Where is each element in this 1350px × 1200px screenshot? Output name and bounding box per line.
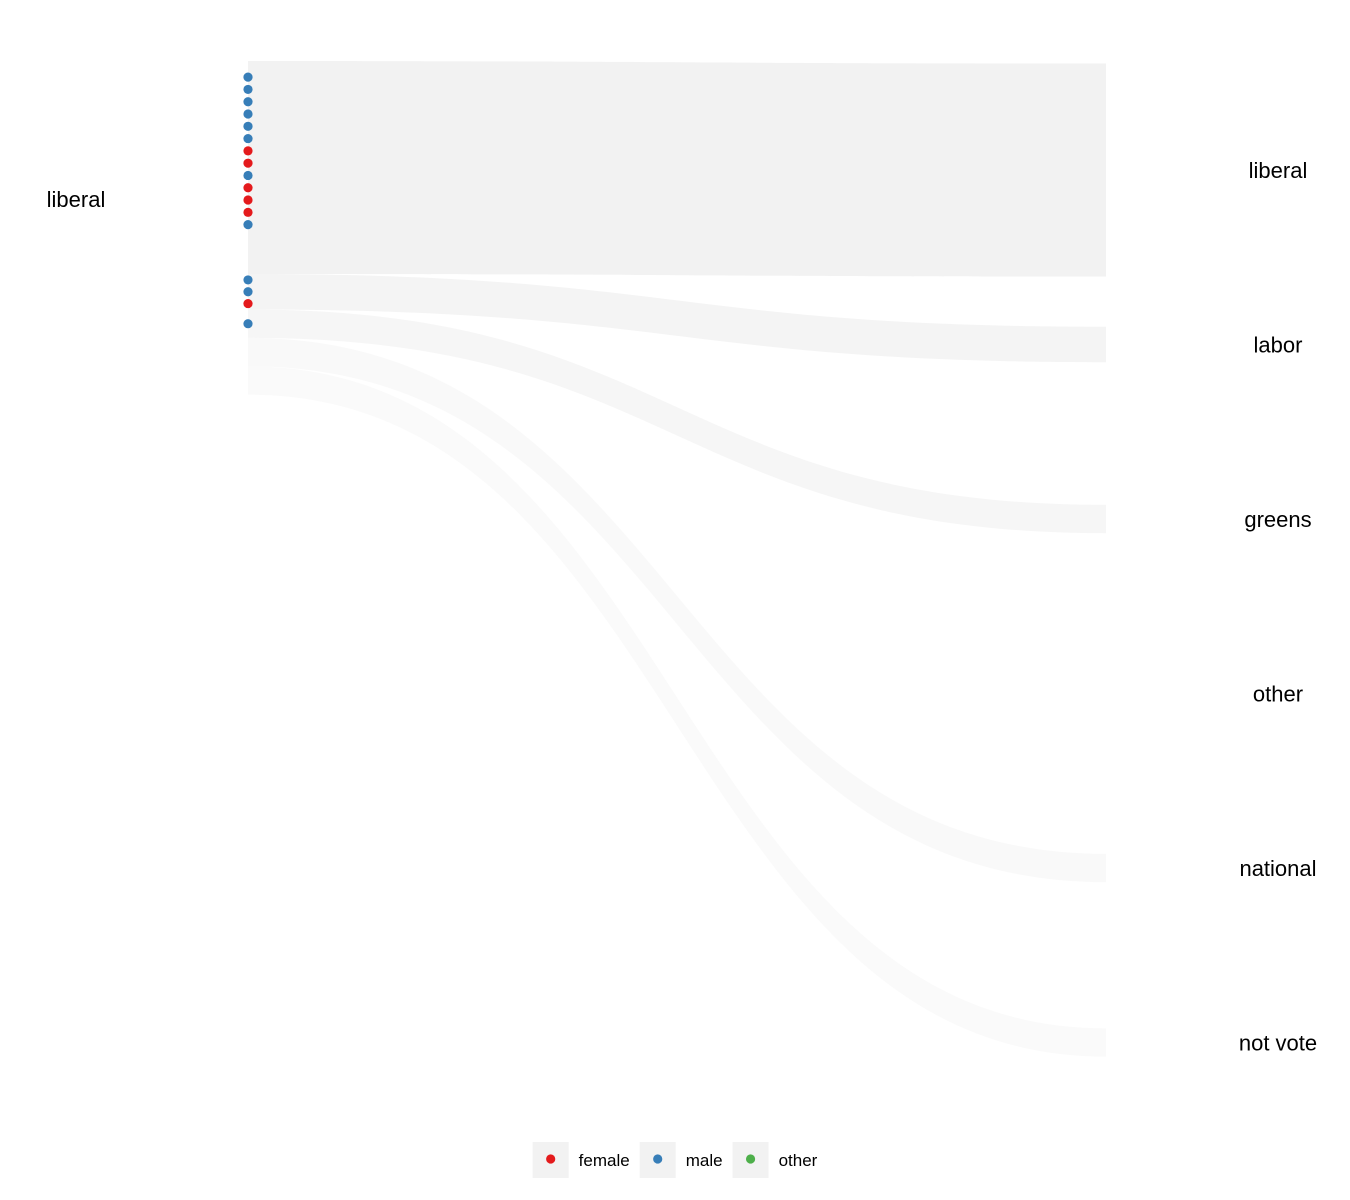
legend-item-other: other	[732, 1142, 818, 1178]
point-male	[243, 287, 253, 297]
flow-band-group	[248, 61, 1106, 1056]
target-label-other: other	[1253, 682, 1303, 707]
point-male	[243, 220, 253, 230]
point-female	[243, 195, 253, 205]
point-female	[243, 298, 253, 309]
point-female	[243, 146, 253, 156]
point-male	[243, 72, 253, 82]
legend: female male other	[532, 1142, 818, 1178]
flow-band-not-vote	[248, 366, 1106, 1056]
point-male	[243, 109, 253, 119]
target-label-greens: greens	[1244, 507, 1311, 532]
point-male	[243, 133, 253, 144]
legend-label-other: other	[779, 1151, 818, 1170]
point-male	[243, 97, 253, 107]
flow-band-liberal	[248, 61, 1106, 277]
point-male	[243, 170, 253, 181]
target-label-not-vote: not vote	[1239, 1031, 1317, 1056]
legend-label-male: male	[686, 1151, 723, 1170]
target-label-liberal: liberal	[1249, 158, 1308, 183]
point-male	[243, 319, 253, 329]
point-female	[243, 183, 253, 193]
point-group	[243, 72, 253, 329]
legend-item-female: female	[532, 1142, 630, 1178]
legend-item-male: male	[639, 1142, 723, 1178]
node-label-group: liberal liberal labor greens other national no…	[47, 158, 1317, 1056]
target-label-national: national	[1239, 856, 1316, 881]
point-male	[243, 121, 253, 131]
point-female	[243, 207, 253, 217]
point-male	[243, 275, 253, 285]
source-label-liberal: liberal	[47, 187, 106, 212]
legend-swatch-female	[546, 1154, 556, 1164]
flow-band-labor	[248, 274, 1106, 363]
point-male	[243, 84, 253, 95]
legend-label-female: female	[579, 1151, 630, 1170]
target-label-labor: labor	[1254, 333, 1303, 358]
legend-swatch-male	[653, 1154, 663, 1164]
point-female	[243, 158, 253, 168]
legend-swatch-other	[745, 1154, 756, 1164]
